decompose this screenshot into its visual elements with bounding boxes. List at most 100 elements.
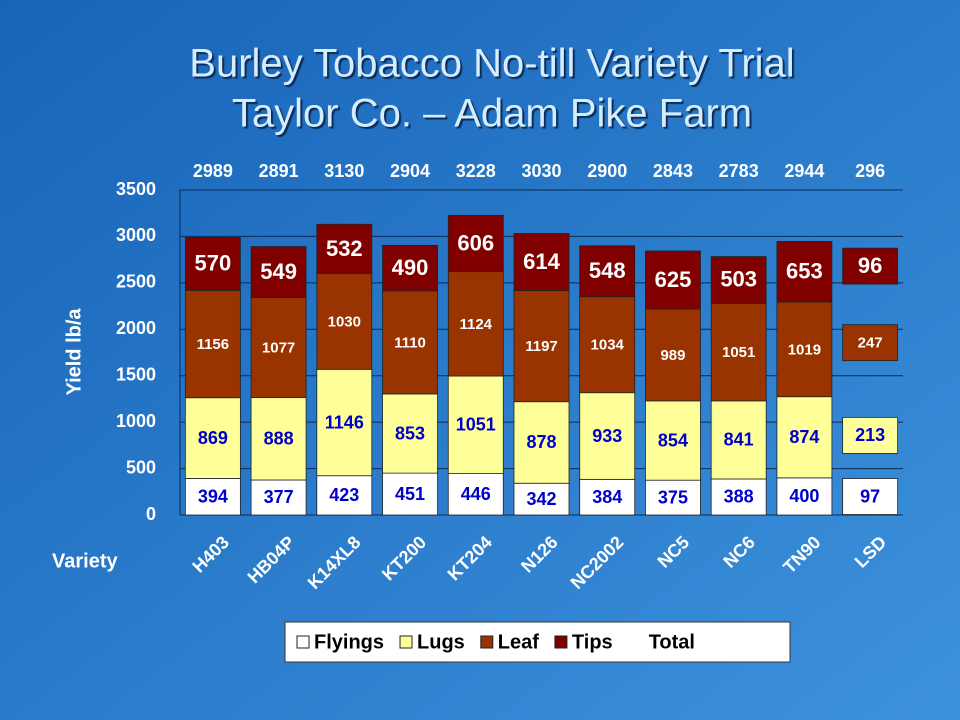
bar-segment [579, 296, 636, 394]
bar-segment [447, 271, 504, 377]
value-label: 878 [526, 432, 556, 452]
bar-segment [382, 244, 438, 292]
total-label: 3130 [324, 161, 364, 181]
y-tick-label: 3500 [116, 179, 156, 199]
total-label: 2989 [193, 161, 233, 181]
value-label: 549 [260, 259, 297, 284]
value-label: 853 [395, 423, 425, 443]
value-label: 1019 [788, 341, 821, 358]
value-label: 503 [720, 267, 757, 292]
value-label: 1077 [262, 340, 295, 357]
bar-segment [513, 482, 570, 516]
value-label: 625 [655, 267, 692, 292]
y-tick-label: 3000 [116, 225, 156, 245]
value-label: 213 [855, 425, 885, 445]
bar-segment [579, 245, 636, 298]
value-label: 97 [860, 486, 880, 506]
y-tick-label: 2000 [116, 318, 156, 338]
bar-segment [579, 392, 636, 480]
bar-segment [710, 256, 767, 304]
bar-segment [382, 472, 438, 516]
total-label: 3228 [456, 161, 496, 181]
legend-label: Total [649, 631, 695, 653]
total-label: 2783 [719, 161, 759, 181]
value-label: 394 [198, 486, 228, 506]
value-label: 1030 [328, 313, 361, 330]
bar-segment [842, 478, 899, 515]
value-label: 1146 [325, 412, 364, 432]
value-label: 96 [858, 253, 882, 278]
bar-segment [316, 368, 373, 477]
legend [284, 621, 791, 663]
bar-segment [316, 475, 373, 516]
value-label: 247 [858, 335, 883, 352]
bar-segment [842, 416, 899, 454]
bar-segment [645, 250, 701, 310]
bar-segment [316, 273, 373, 370]
legend-swatch [480, 635, 494, 649]
value-label: 423 [329, 485, 359, 505]
value-label: 342 [526, 489, 556, 509]
value-label: 490 [392, 255, 429, 280]
value-label: 375 [658, 487, 688, 507]
bar-segment [316, 223, 373, 275]
value-label: 933 [592, 426, 622, 446]
bar-segment [776, 301, 833, 398]
value-label: 854 [658, 430, 688, 450]
legend-swatch [399, 635, 413, 649]
value-label: 989 [660, 347, 685, 364]
value-label: 446 [461, 484, 491, 504]
value-label: 532 [326, 236, 363, 261]
value-label: 1124 [459, 316, 492, 333]
value-label: 1051 [456, 415, 496, 435]
value-label: 653 [786, 259, 823, 284]
legend-label: Leaf [498, 631, 539, 653]
bar-segment [447, 214, 504, 273]
bar-segment [382, 393, 438, 474]
value-label: 377 [264, 487, 294, 507]
value-label: 614 [523, 249, 560, 274]
value-label: 1051 [722, 344, 755, 361]
value-label: 388 [724, 487, 754, 507]
bar-segment [250, 297, 307, 398]
title: Taylor Co. – Adam Pike Farm [232, 92, 752, 136]
value-label: 548 [589, 258, 626, 283]
bar-segment [645, 308, 701, 402]
value-label: 841 [724, 430, 754, 450]
y-tick-label: 1000 [116, 411, 156, 431]
bar-segment [250, 246, 307, 298]
value-label: 1034 [591, 337, 625, 354]
bar-segment [710, 400, 767, 480]
total-label: 3030 [521, 161, 561, 181]
legend-swatch [554, 635, 568, 649]
bar-segment [645, 400, 701, 481]
bar-segment [184, 237, 241, 291]
value-label: 869 [198, 428, 228, 448]
y-axis-label: Yield lb/a [63, 308, 85, 396]
bar-segment [382, 290, 438, 395]
y-tick-label: 0 [146, 504, 156, 524]
bar-segment [447, 473, 504, 516]
value-label: 400 [789, 486, 819, 506]
legend-label: Flyings [314, 631, 384, 653]
legend-label: Tips [572, 631, 613, 653]
bar-segment [842, 324, 899, 362]
value-label: 888 [264, 429, 294, 449]
y-tick-label: 2500 [116, 272, 156, 292]
value-label: 1197 [525, 338, 558, 355]
value-label: 570 [195, 251, 232, 276]
bar-segment [842, 247, 899, 285]
bar-segment [250, 479, 307, 516]
legend-label: Lugs [417, 631, 465, 653]
bar-segment [776, 241, 833, 303]
total-label: 2904 [390, 161, 430, 181]
total-label: 296 [855, 161, 885, 181]
value-label: 384 [592, 487, 622, 507]
x-axis-label: Variety [52, 550, 118, 572]
total-label: 2944 [784, 161, 824, 181]
value-label: 874 [789, 427, 819, 447]
bar-segment [513, 401, 570, 484]
bar-segment [513, 233, 570, 291]
legend-swatch [296, 635, 310, 649]
